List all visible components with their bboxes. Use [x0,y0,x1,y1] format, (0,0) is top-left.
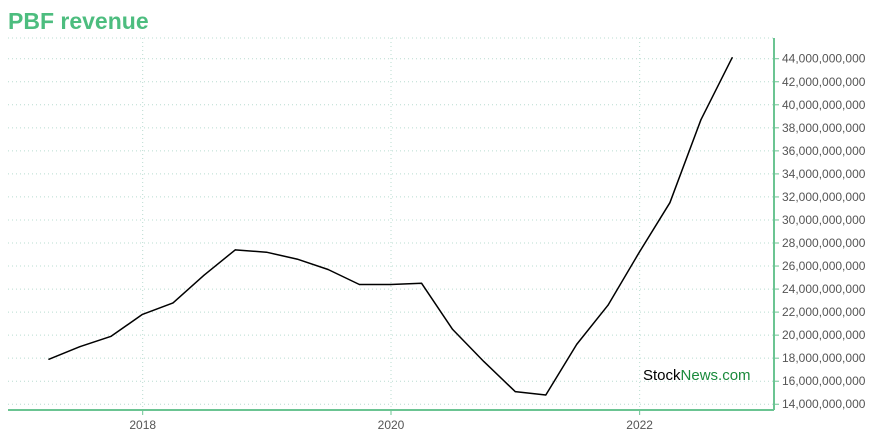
y-tick-label: 32,000,000,000 [782,190,866,204]
data-point [234,249,236,251]
y-tick-label: 44,000,000,000 [782,52,866,66]
y-tick-label: 20,000,000,000 [782,328,866,342]
y-tick-label: 38,000,000,000 [782,121,866,135]
data-point [141,313,143,315]
data-point [669,202,671,204]
watermark-part1: Stock [643,367,681,384]
y-tick-label: 36,000,000,000 [782,144,866,158]
y-tick-label: 18,000,000,000 [782,351,866,365]
data-point [79,346,81,348]
data-point [390,283,392,286]
axes [8,38,779,415]
y-tick-label: 40,000,000,000 [782,98,866,112]
grid-lines [8,37,774,410]
data-point [421,282,423,284]
data-point [327,268,329,271]
data-point [296,258,298,260]
data-point [483,361,485,363]
data-point [638,251,640,253]
y-tick-label: 24,000,000,000 [782,282,866,296]
data-point [110,335,112,337]
y-tick-label: 26,000,000,000 [782,259,866,273]
y-tick-label: 16,000,000,000 [782,374,866,388]
x-tick-label: 2020 [378,418,405,432]
x-tick-labels: 2018 2020 2022 [129,418,653,432]
data-point [172,302,174,304]
y-tick-label: 28,000,000,000 [782,236,866,250]
data-point [265,251,268,253]
data-point [731,57,733,59]
y-tick-label: 42,000,000,000 [782,75,866,89]
data-series [48,57,733,396]
y-tick-label: 34,000,000,000 [782,167,866,181]
data-point [545,394,547,396]
watermark-part2: News.com [681,367,751,384]
y-tick-label: 14,000,000,000 [782,397,866,411]
x-tick-label: 2018 [129,418,156,432]
x-tick-label: 2022 [626,418,653,432]
data-point [607,304,609,306]
data-point [700,119,702,121]
data-point [203,274,205,276]
y-tick-label: 22,000,000,000 [782,305,866,319]
data-point [576,343,578,345]
y-tick-label: 30,000,000,000 [782,213,866,227]
data-point [48,358,50,360]
data-point [452,328,454,330]
data-point [358,283,360,286]
data-point [514,391,516,393]
watermark: StockNews.com [643,367,751,384]
chart-title: PBF revenue [8,8,149,34]
y-tick-labels: 14,000,000,000 16,000,000,000 18,000,000,0… [782,52,866,412]
